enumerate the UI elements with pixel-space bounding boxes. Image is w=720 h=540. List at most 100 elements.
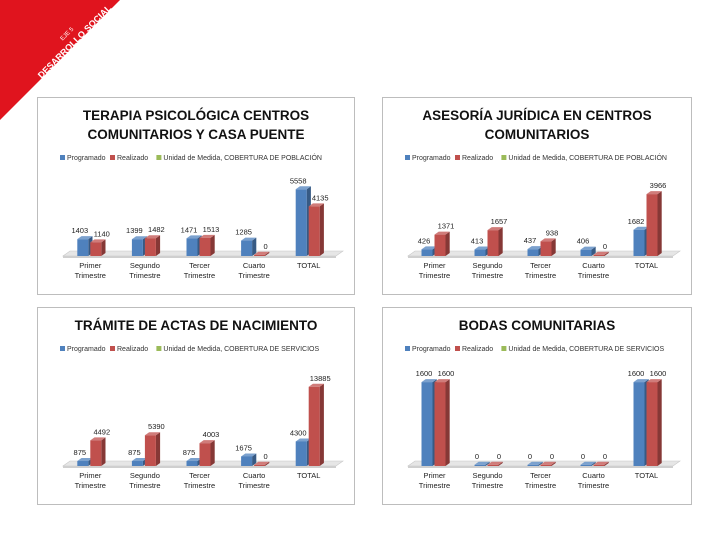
bar-realizado (144, 432, 161, 466)
category-label: Trimestre (419, 271, 450, 280)
data-label: 1140 (94, 229, 110, 238)
bar-realizado (434, 379, 450, 466)
chart-panel-bodas: BODAS COMUNITARIAS Programado Realizado Uni… (382, 307, 692, 505)
category-label: Cuarto (243, 261, 266, 270)
category-label: Trimestre (238, 271, 269, 280)
data-label: 3966 (650, 181, 667, 190)
category-label: Trimestre (525, 481, 556, 490)
chart-svg: ASESORÍA JURÍDICA EN CENTROS COMUNITARIOS… (405, 108, 681, 280)
bar-realizado (254, 461, 270, 466)
legend-label: Realizado (462, 346, 493, 353)
category-label: Trimestre (184, 271, 215, 280)
legend-label: Programado (67, 155, 106, 162)
category-label: Cuarto (582, 471, 605, 480)
chart-title: ASESORÍA JURÍDICA EN CENTROS (422, 108, 651, 123)
category-label: TOTAL (297, 261, 320, 270)
bar-realizado (308, 203, 324, 256)
category-label: Primer (79, 471, 102, 480)
category-label: Cuarto (243, 471, 266, 480)
bar-programado (580, 246, 596, 256)
chart-svg: TERAPIA PSICOLÓGICA CENTROS COMUNITARIOS … (60, 108, 344, 280)
data-label: 5558 (290, 176, 307, 185)
legend-swatch (110, 346, 115, 351)
data-label: 0 (603, 242, 607, 251)
data-label: 875 (128, 448, 141, 457)
bar-programado (421, 379, 437, 466)
data-label: 1403 (71, 226, 88, 235)
chart-panel-terapia: TERAPIA PSICOLÓGICA CENTROS COMUNITARIOS … (37, 97, 355, 295)
bar-realizado (540, 461, 556, 466)
bar-programado (241, 237, 257, 256)
category-label: Tercer (189, 261, 210, 270)
data-label: 0 (581, 452, 585, 461)
category-label: Trimestre (472, 271, 503, 280)
bar-programado (241, 453, 257, 466)
data-label: 0 (264, 242, 268, 251)
chart-panel-asesoria: ASESORÍA JURÍDICA EN CENTROS COMUNITARIOS… (382, 97, 692, 295)
category-label: Tercer (189, 471, 210, 480)
data-label: 1600 (416, 369, 433, 378)
category-label: Trimestre (525, 271, 556, 280)
bar-programado (580, 461, 596, 466)
data-label: 0 (603, 452, 607, 461)
chart-title: TRÁMITE DE ACTAS DE NACIMIENTO (75, 318, 318, 333)
bar-realizado (199, 234, 215, 256)
data-label: 1371 (438, 222, 455, 231)
data-label: 875 (183, 448, 196, 457)
bar-programado (295, 186, 311, 256)
chart-title: TERAPIA PSICOLÓGICA CENTROS (83, 108, 309, 123)
legend-label: Unidad de Medida, COBERTURA DE POBLACIÓN (163, 153, 322, 162)
category-label: Primer (79, 261, 102, 270)
category-label: Trimestre (472, 481, 503, 490)
category-label: Segundo (472, 471, 502, 480)
legend-label: Programado (412, 155, 451, 162)
legend-label: Unidad de Medida, COBERTURA DE SERVICIOS (163, 346, 319, 353)
data-label: 1682 (628, 217, 645, 226)
chart-title: COMUNITARIOS (485, 127, 590, 142)
bar-realizado (144, 235, 161, 256)
bar-realizado (90, 437, 106, 466)
chart-svg: TRÁMITE DE ACTAS DE NACIMIENTO Programado… (60, 318, 344, 490)
category-label: TOTAL (635, 261, 658, 270)
legend-label: Realizado (462, 155, 493, 162)
bar-programado (186, 235, 202, 256)
category-label: Segundo (130, 261, 160, 270)
bar-realizado (199, 440, 215, 466)
bar-realizado (434, 231, 450, 256)
data-label: 13885 (310, 374, 331, 383)
category-label: Trimestre (129, 481, 160, 490)
bar-programado (474, 246, 490, 256)
data-label: 0 (264, 452, 268, 461)
category-label: Tercer (530, 471, 551, 480)
bar-programado (421, 246, 437, 256)
data-label: 875 (74, 448, 87, 457)
data-label: 1513 (203, 225, 220, 234)
category-label: Trimestre (238, 481, 269, 490)
bar-realizado (254, 251, 270, 256)
bar-realizado (308, 383, 324, 466)
chart-title: COMUNITARIOS Y CASA PUENTE (87, 127, 304, 142)
data-label: 4135 (312, 193, 329, 202)
bar-realizado (540, 238, 556, 256)
category-label: Cuarto (582, 261, 605, 270)
bar-programado (474, 461, 490, 466)
legend-swatch (156, 155, 162, 160)
data-label: 1675 (235, 443, 252, 452)
data-label: 4300 (290, 428, 307, 437)
legend-swatch (60, 155, 65, 160)
bar-realizado (646, 191, 662, 256)
chart-floor-edge (408, 256, 673, 258)
bar-programado (131, 236, 148, 256)
legend-label: Realizado (117, 346, 148, 353)
chart-floor-edge (63, 256, 336, 258)
bar-realizado (487, 227, 503, 256)
bar-realizado (90, 239, 106, 256)
category-label: Segundo (472, 261, 502, 270)
data-label: 0 (528, 452, 532, 461)
bar-realizado (646, 379, 662, 466)
legend-label: Programado (412, 346, 451, 353)
category-label: Segundo (130, 471, 160, 480)
category-label: Trimestre (578, 481, 609, 490)
category-label: Trimestre (75, 481, 106, 490)
data-label: 0 (475, 452, 479, 461)
